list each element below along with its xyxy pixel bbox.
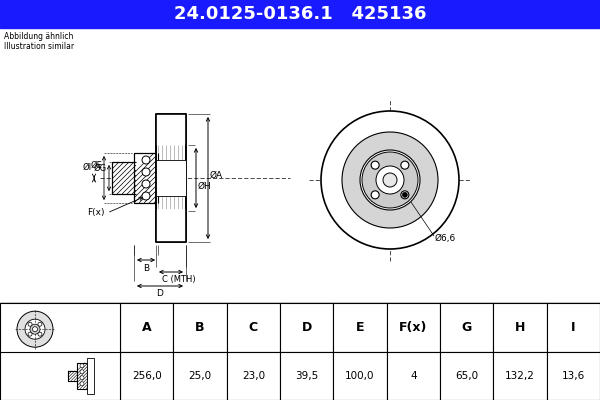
Bar [227, 303, 280, 352]
Bar [156, 209, 186, 242]
Bar [0, 303, 600, 400]
Text: 256,0: 256,0 [132, 371, 161, 381]
Circle shape [17, 311, 53, 347]
Text: 132,2: 132,2 [505, 371, 535, 381]
Circle shape [80, 376, 84, 380]
Text: 23,0: 23,0 [242, 371, 265, 381]
Circle shape [80, 382, 84, 386]
Text: 25,0: 25,0 [188, 371, 212, 381]
Circle shape [401, 191, 409, 199]
Circle shape [38, 332, 42, 336]
Circle shape [32, 327, 37, 332]
Bar [134, 153, 158, 203]
Bar [493, 352, 547, 400]
Bar [173, 303, 227, 352]
Text: ØE: ØE [90, 161, 102, 170]
Circle shape [142, 156, 150, 164]
Circle shape [401, 161, 409, 169]
Bar [87, 358, 94, 394]
Bar [440, 303, 493, 352]
Bar [0, 29, 600, 303]
Text: ØG: ØG [94, 164, 107, 172]
Circle shape [403, 192, 407, 197]
Bar [547, 352, 600, 400]
Circle shape [80, 364, 84, 368]
Bar [156, 160, 186, 196]
Circle shape [321, 111, 459, 249]
Circle shape [30, 324, 40, 334]
Text: 100,0: 100,0 [345, 371, 375, 381]
Bar [120, 352, 173, 400]
Circle shape [80, 370, 84, 374]
Text: B: B [195, 321, 205, 334]
Bar [156, 114, 186, 145]
Text: B: B [143, 264, 149, 273]
Text: 39,5: 39,5 [295, 371, 318, 381]
Bar [547, 303, 600, 352]
Text: F(x): F(x) [87, 208, 104, 218]
Text: I: I [571, 321, 575, 334]
Circle shape [25, 319, 45, 339]
Circle shape [371, 161, 379, 169]
Bar [280, 303, 334, 352]
Text: A: A [142, 321, 151, 334]
Bar [227, 352, 280, 400]
Bar [77, 363, 87, 389]
Bar [493, 303, 547, 352]
Circle shape [142, 180, 150, 188]
Circle shape [371, 191, 379, 199]
Circle shape [362, 152, 418, 208]
Circle shape [360, 150, 420, 210]
Text: Illustration similar: Illustration similar [4, 42, 74, 51]
Bar [173, 352, 227, 400]
Text: C (MTH): C (MTH) [162, 275, 196, 284]
Text: F(x): F(x) [399, 321, 428, 334]
Circle shape [28, 322, 32, 326]
Bar [0, 0, 600, 28]
Bar [77, 363, 87, 389]
Text: 65,0: 65,0 [455, 371, 478, 381]
Text: C: C [249, 321, 258, 334]
Text: G: G [461, 321, 472, 334]
Text: 4: 4 [410, 371, 416, 381]
Circle shape [142, 168, 150, 176]
Text: 13,6: 13,6 [562, 371, 585, 381]
Text: ØA: ØA [210, 170, 223, 180]
Circle shape [383, 173, 397, 187]
Bar [68, 371, 78, 381]
Bar [440, 352, 493, 400]
Bar [0, 303, 120, 400]
Bar [386, 352, 440, 400]
Bar [334, 352, 386, 400]
Bar [156, 114, 186, 242]
Text: Ø6,6: Ø6,6 [435, 234, 456, 242]
Text: 24.0125-0136.1   425136: 24.0125-0136.1 425136 [174, 5, 426, 23]
Circle shape [376, 166, 404, 194]
Text: ØI: ØI [83, 163, 92, 172]
Text: Abbildung ähnlich: Abbildung ähnlich [4, 32, 73, 41]
Bar [112, 162, 136, 194]
Circle shape [38, 322, 42, 326]
Text: ØH: ØH [198, 182, 212, 190]
Text: D: D [302, 321, 312, 334]
Text: E: E [356, 321, 364, 334]
Bar [386, 303, 440, 352]
Circle shape [28, 332, 32, 336]
Circle shape [142, 192, 150, 200]
Bar [280, 352, 334, 400]
Text: H: H [515, 321, 525, 334]
Circle shape [342, 132, 438, 228]
Bar [68, 371, 78, 381]
Bar [334, 303, 386, 352]
Bar [120, 303, 173, 352]
Text: D: D [157, 289, 163, 298]
